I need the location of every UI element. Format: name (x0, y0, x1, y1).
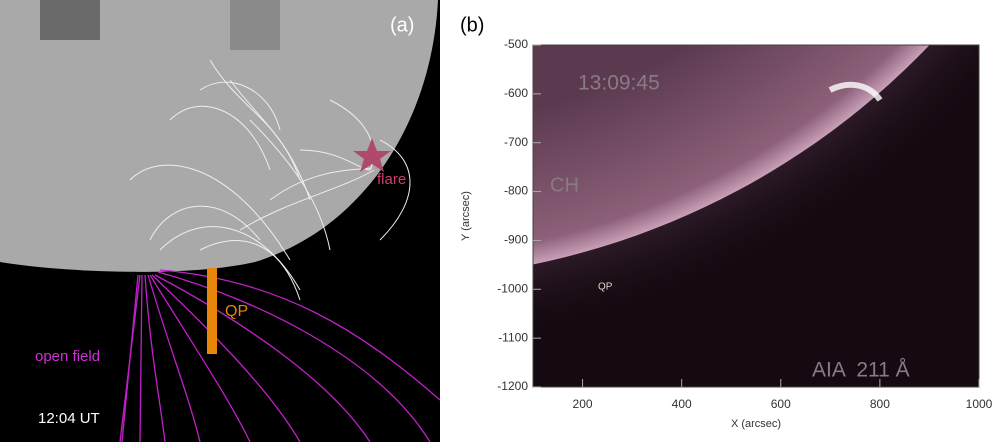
y-tick-label: -1000 (497, 281, 528, 295)
panel-a: (a) flare QP open field 12:04 UT (0, 0, 440, 442)
figure: (a) flare QP open field 12:04 UT (b) 13:… (0, 0, 1000, 442)
y-tick-label: -1200 (497, 379, 528, 393)
y-tick-label: -800 (504, 184, 528, 198)
x-tick-label: 1000 (966, 397, 993, 411)
y-tick-label: -900 (504, 233, 528, 247)
time-label: 12:04 UT (38, 410, 100, 427)
x-tick-label: 800 (870, 397, 890, 411)
y-tick-label: -700 (504, 135, 528, 149)
x-tick-label: 600 (771, 397, 791, 411)
x-tick-label: 200 (573, 397, 593, 411)
ch-label: CH (550, 174, 579, 196)
instrument-label: AIA 211 Å (812, 359, 910, 382)
timestamp: 13:09:45 (578, 72, 660, 95)
y-axis-label: Y (arcsec) (460, 191, 472, 241)
y-tick-label: -600 (504, 86, 528, 100)
flare-label: flare (377, 171, 406, 188)
panel-label: (b) (460, 14, 484, 36)
x-axis-label: X (arcsec) (731, 418, 781, 430)
x-tick-label: 400 (672, 397, 692, 411)
y-tick-label: -500 (504, 37, 528, 51)
open-field-label: open field (35, 348, 100, 365)
qp-label: QP (598, 282, 613, 293)
y-tick-label: -1100 (498, 330, 528, 344)
qp-label: QP (225, 303, 248, 320)
panel-label: (a) (390, 14, 414, 36)
